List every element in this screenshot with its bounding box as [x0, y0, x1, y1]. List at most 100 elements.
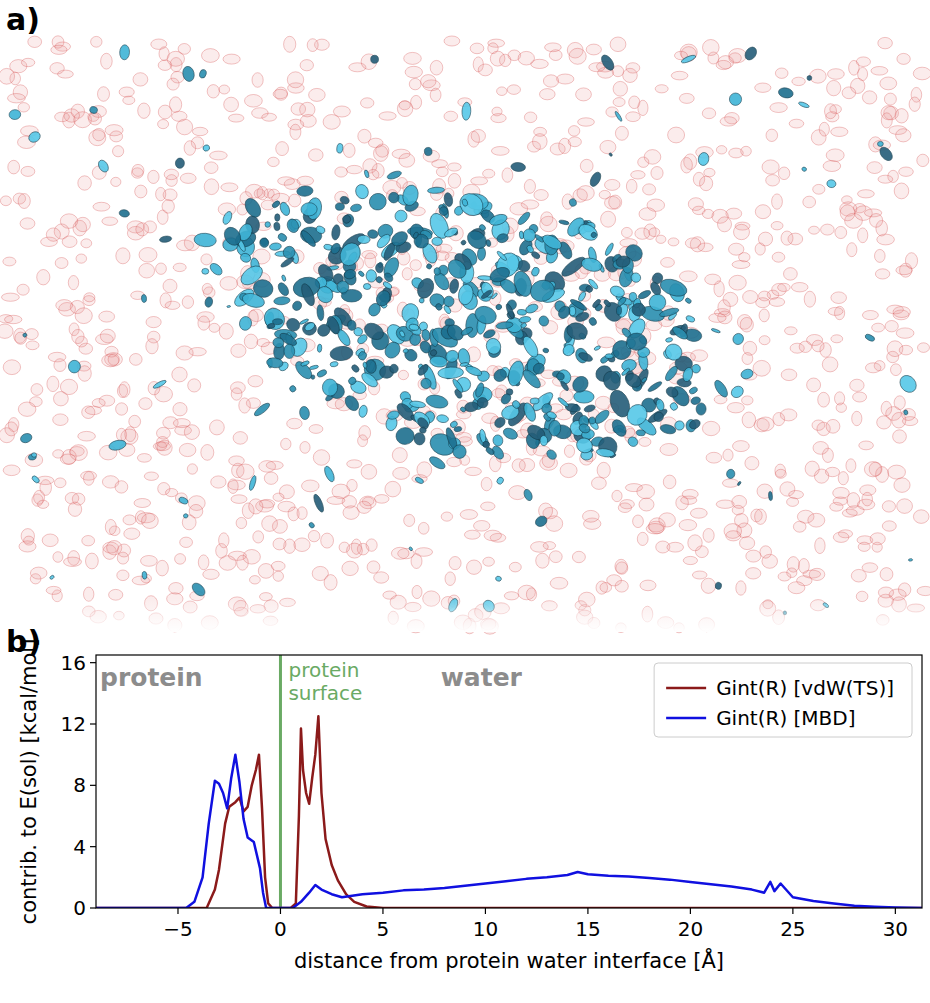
water-molecule	[775, 68, 788, 78]
polarization-blob	[729, 384, 745, 400]
polarization-blob	[119, 45, 130, 60]
polarization-blob	[594, 345, 601, 351]
water-molecule	[864, 462, 881, 477]
water-molecule	[865, 363, 881, 373]
polarization-blob	[281, 275, 286, 282]
polarization-blob	[260, 305, 288, 334]
water-molecule	[862, 492, 873, 506]
polarization-blob	[403, 348, 409, 353]
water-molecule	[224, 97, 239, 112]
water-molecule	[683, 556, 697, 564]
water-molecule	[231, 388, 242, 400]
water-molecule	[822, 357, 838, 372]
polarization-blob	[461, 198, 468, 207]
water-molecule	[740, 537, 755, 550]
water-molecule	[729, 53, 741, 63]
polarization-blob	[449, 420, 458, 429]
water-molecule	[846, 459, 856, 473]
water-molecule	[144, 472, 158, 480]
polarization-blob	[382, 281, 393, 290]
water-molecule	[867, 162, 882, 174]
polarization-blob	[662, 341, 685, 363]
water-molecule	[46, 228, 60, 241]
polarization-blob	[599, 53, 616, 72]
polarization-blob	[419, 427, 427, 434]
polarization-blob	[451, 443, 468, 460]
water-molecule	[465, 467, 482, 475]
polarization-blob	[284, 344, 295, 359]
water-molecule	[21, 58, 34, 66]
water-molecule	[68, 502, 81, 516]
water-molecule	[899, 167, 914, 176]
water-molecule	[393, 467, 410, 479]
water-molecule	[108, 354, 119, 366]
water-molecule	[502, 168, 513, 182]
polarization-blob	[354, 183, 371, 201]
water-molecule	[448, 173, 461, 188]
polarization-blob	[330, 361, 339, 367]
water-molecule	[478, 64, 492, 76]
water-molecule	[137, 454, 151, 463]
water-molecule	[119, 382, 130, 398]
water-molecule	[170, 97, 182, 113]
polarization-blob	[437, 205, 449, 217]
polarization-blob	[577, 291, 586, 303]
water-molecule	[209, 323, 220, 332]
water-molecule	[78, 176, 92, 190]
series-line	[96, 716, 922, 908]
water-molecule	[245, 95, 263, 108]
polarization-blob	[142, 571, 148, 579]
polarization-blob	[284, 316, 302, 334]
water-molecule	[679, 271, 697, 282]
water-molecule	[878, 175, 893, 183]
polarization-blob	[596, 448, 615, 459]
polarization-blob	[740, 368, 755, 381]
water-molecule	[116, 403, 128, 415]
polarization-blob	[183, 513, 188, 518]
water-molecule	[775, 469, 786, 478]
polarization-blob	[271, 200, 281, 209]
water-molecule	[60, 379, 77, 394]
water-molecule	[600, 140, 616, 153]
polarization-blob	[684, 297, 692, 304]
polarization-blob	[357, 350, 368, 361]
water-molecule	[557, 74, 574, 84]
water-molecule	[346, 165, 362, 173]
polarization-blob	[688, 418, 702, 431]
polarization-blob	[299, 406, 311, 421]
water-molecule	[201, 445, 214, 461]
water-molecule	[223, 54, 240, 64]
water-molecule	[878, 37, 893, 48]
water-molecule	[601, 211, 616, 227]
fade	[0, 598, 930, 632]
water-molecule	[173, 403, 187, 416]
polarization-blob	[671, 324, 690, 341]
water-molecule	[198, 316, 210, 330]
water-molecule	[474, 521, 490, 532]
water-molecule	[858, 190, 875, 198]
water-molecule	[470, 43, 484, 54]
water-molecule	[626, 179, 637, 193]
water-molecule	[101, 53, 113, 69]
water-molecule	[597, 462, 610, 478]
water-molecule	[739, 253, 750, 262]
x-tick-label: 20	[678, 917, 703, 941]
water-molecule	[111, 177, 121, 186]
polarization-blob	[418, 339, 432, 354]
water-molecule	[402, 268, 412, 280]
water-molecule	[244, 334, 257, 349]
water-molecule	[85, 406, 101, 414]
polarization-blob	[370, 55, 378, 64]
water-molecule	[785, 327, 798, 335]
water-molecule	[47, 376, 59, 391]
water-molecule	[236, 517, 247, 528]
water-molecule	[825, 104, 837, 119]
polarization-blob	[472, 303, 498, 326]
water-molecule	[858, 542, 870, 551]
polarization-blob	[308, 522, 315, 529]
polarization-blob	[549, 420, 561, 436]
water-molecule	[639, 208, 656, 221]
water-molecule	[203, 569, 219, 579]
polarization-blob	[433, 267, 441, 276]
polarization-blob	[807, 75, 812, 80]
